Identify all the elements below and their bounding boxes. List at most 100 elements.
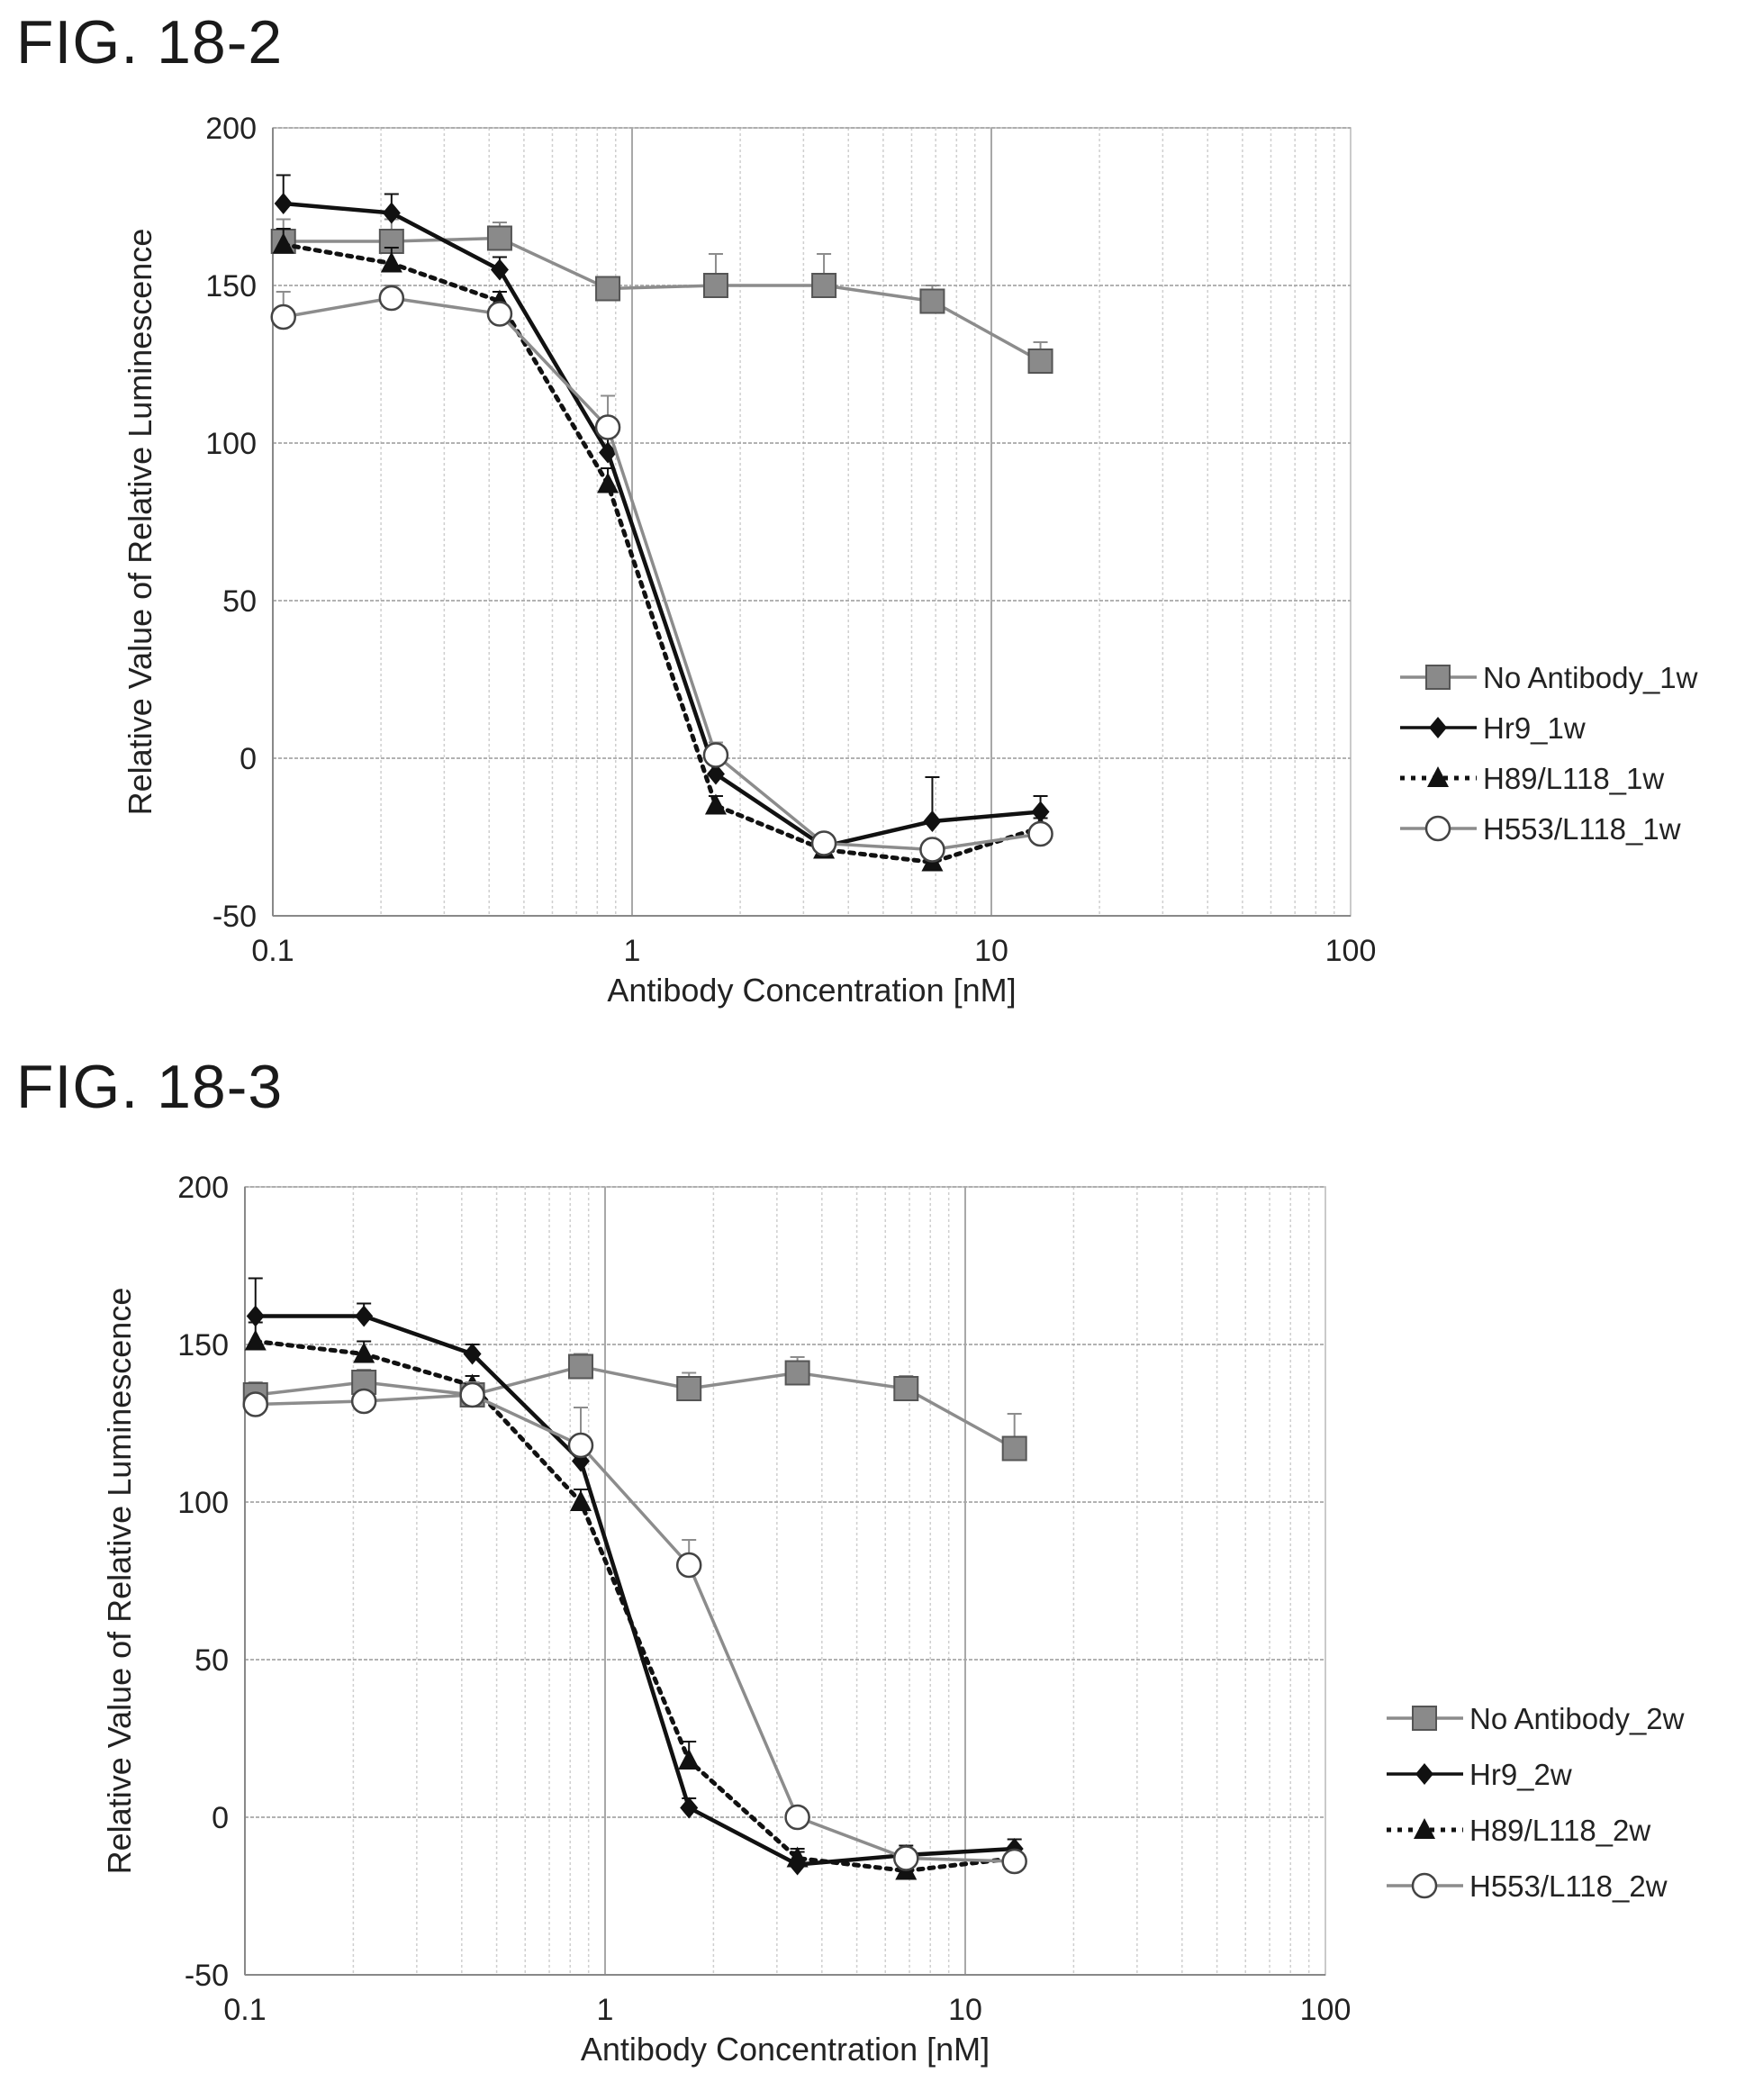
h89-l118-2w-point-1 (353, 1342, 375, 1363)
h553-l118-2w-point-1 (350, 1388, 377, 1415)
chart-fig-18-3: -50 0 50 100 150 200 0.1 1 10 100 Antibody Concent… (101, 1171, 1685, 2068)
h553-l118-1w-point-4 (702, 742, 729, 768)
h89-l118-2w-point-4 (678, 1749, 701, 1770)
h553-l118-2w-line (254, 1393, 1017, 1863)
h553-l118-2w-point-5 (784, 1804, 810, 1831)
plot-area (244, 1186, 1326, 1976)
y-tick-label: 0 (212, 1801, 229, 1835)
legend-label-h89-l118-2w: H89/L118_2w (1469, 1814, 1650, 1847)
no-antibody-1w-point-5 (811, 273, 837, 298)
hr9-1w-point-3 (599, 441, 618, 464)
y-tick-label: -50 (212, 900, 257, 934)
hr9-1w-line (281, 201, 1043, 849)
legend: No Antibody_2w Hr9_2w H89/L118_2w H553/L118… (1387, 1702, 1685, 1903)
legend-label-h553-l118-1w: H553/L118_1w (1483, 812, 1681, 846)
h89-l118-1w-point-3 (597, 472, 619, 493)
hr9-1w-point-0 (274, 193, 293, 214)
x-tick-label: 1 (597, 1993, 614, 2027)
no-antibody-1w-line (281, 236, 1043, 363)
y-tick-label: -50 (185, 1959, 229, 1993)
x-axis-title: Antibody Concentration [nM] (581, 2031, 990, 2068)
y-tick-label: 150 (177, 1328, 229, 1362)
hr9-2w-point-2 (463, 1343, 482, 1365)
series-h553-l118-1w (270, 285, 1053, 863)
hr9-1w-point-2 (490, 258, 509, 281)
legend-label-h89-l118-1w: H89/L118_1w (1483, 762, 1664, 795)
legend: No Antibody_1w Hr9_1w H89/L118_1w H553/L118… (1400, 661, 1698, 846)
y-tick-label: 50 (222, 584, 257, 619)
hr9-1w-point-4 (706, 763, 725, 785)
no-antibody-1w-point-3 (595, 276, 621, 302)
legend-h89-l118-1w-point-0 (1427, 766, 1449, 787)
h553-l118-2w-point-2 (459, 1381, 485, 1408)
x-tick-label: 10 (948, 1993, 982, 2027)
x-tick-label: 1 (624, 934, 641, 968)
y-tick-label: 200 (177, 1171, 229, 1205)
legend-label-hr9-2w: Hr9_2w (1469, 1758, 1572, 1791)
h553-l118-2w-point-3 (567, 1432, 594, 1459)
h553-l118-2w-point-7 (1001, 1848, 1027, 1875)
legend-h89-l118-2w-point-0 (1414, 1818, 1435, 1839)
h89-l118-1w-point-1 (380, 251, 402, 273)
h553-l118-2w-point-0 (242, 1391, 269, 1417)
no-antibody-1w-point-2 (486, 225, 512, 251)
x-tick-label: 10 (974, 934, 1008, 968)
legend-label-h553-l118-2w: H553/L118_2w (1469, 1869, 1668, 1903)
h553-l118-1w-point-1 (378, 285, 405, 312)
x-tick-label: 100 (1300, 1993, 1352, 2027)
x-tick-label: 0.1 (251, 934, 294, 968)
no-antibody-1w-point-7 (1027, 348, 1053, 374)
legend-h553-l118-2w-point-0 (1411, 1872, 1438, 1899)
no-antibody-2w-point-7 (1001, 1435, 1027, 1462)
h553-l118-1w-point-2 (486, 301, 513, 327)
h553-l118-1w-point-0 (270, 303, 296, 330)
legend-label-no-antibody-2w: No Antibody_2w (1469, 1702, 1685, 1735)
h89-l118-2w-line (253, 1339, 1017, 1874)
y-axis-title: Relative Value of Relative Luminescence (101, 1288, 138, 1875)
y-tick-label: 100 (205, 427, 257, 461)
y-tick-label: 100 (177, 1486, 229, 1520)
plot-area (272, 127, 1352, 917)
no-antibody-1w-point-6 (919, 288, 945, 314)
no-antibody-2w-point-5 (784, 1360, 810, 1386)
h89-l118-2w-point-3 (569, 1490, 592, 1511)
y-tick-label: 50 (194, 1643, 229, 1678)
h553-l118-1w-point-7 (1027, 820, 1053, 847)
y-tick-label: 200 (205, 112, 257, 146)
hr9-2w-point-1 (355, 1305, 374, 1327)
h89-l118-2w-point-5 (786, 1846, 809, 1868)
grid (244, 1186, 1326, 1976)
legend-no-antibody-1w-point-0 (1425, 665, 1451, 690)
y-tick-label: 0 (240, 742, 257, 776)
h89-l118-1w-line (281, 242, 1044, 865)
hr9-1w-point-6 (923, 810, 942, 832)
hr9-1w-point-1 (382, 202, 401, 224)
h553-l118-1w-point-5 (810, 830, 837, 856)
x-tick-label: 0.1 (223, 1993, 266, 2027)
hr9-2w-point-4 (680, 1797, 699, 1819)
y-tick-label: 150 (205, 269, 257, 303)
grid (272, 127, 1352, 917)
y-axis-title: Relative Value of Relative Luminescence (122, 229, 158, 816)
h89-l118-1w-point-0 (272, 232, 294, 254)
x-tick-label: 100 (1325, 934, 1377, 968)
legend-hr9-1w-point-0 (1429, 717, 1447, 738)
legend-label-no-antibody-1w: No Antibody_1w (1483, 661, 1698, 694)
figure-title: FIG. 18-2 (16, 8, 284, 77)
h553-l118-2w-point-6 (893, 1845, 919, 1871)
h553-l118-1w-point-3 (594, 414, 621, 440)
legend-hr9-2w-point-0 (1415, 1763, 1433, 1785)
no-antibody-2w-point-3 (567, 1353, 593, 1380)
legend-h553-l118-1w-point-0 (1424, 815, 1451, 842)
legend-no-antibody-2w-point-0 (1412, 1706, 1437, 1731)
no-antibody-2w-line (254, 1364, 1017, 1451)
x-axis-title: Antibody Concentration [nM] (607, 972, 1016, 1009)
h89-l118-1w-point-4 (704, 793, 727, 815)
no-antibody-1w-point-4 (702, 273, 728, 298)
figure-title: FIG. 18-3 (16, 1053, 284, 1121)
legend-label-hr9-1w: Hr9_1w (1483, 711, 1586, 745)
h553-l118-2w-point-4 (675, 1552, 702, 1579)
series-h553-l118-2w (242, 1381, 1027, 1875)
h553-l118-1w-point-6 (919, 837, 945, 863)
no-antibody-2w-point-6 (893, 1376, 919, 1401)
